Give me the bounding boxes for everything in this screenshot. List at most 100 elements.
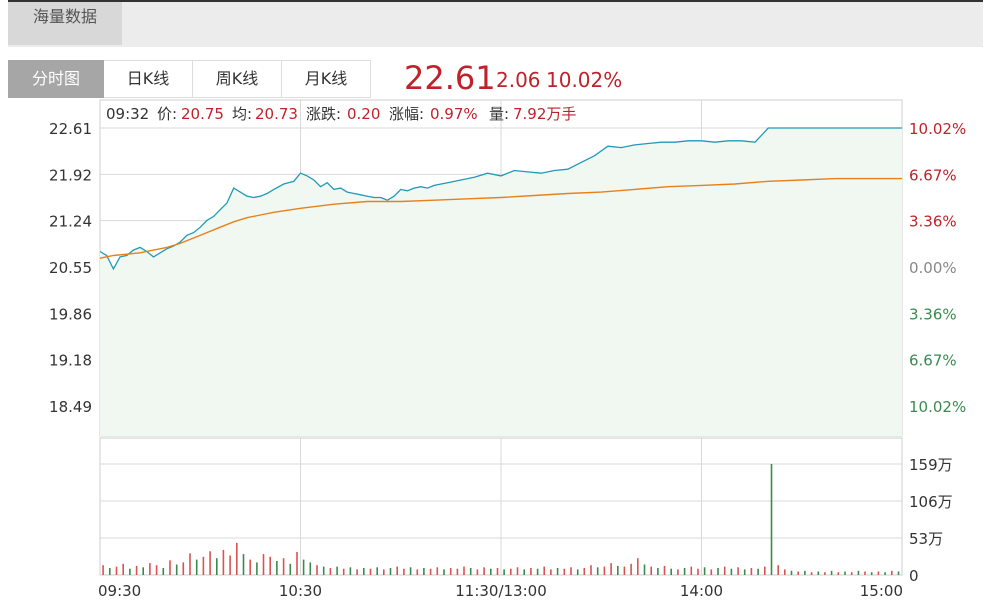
price-change: 2.06	[496, 68, 541, 92]
volume-bar	[750, 568, 753, 575]
tab-massive-data[interactable]: 海量数据	[8, 2, 122, 45]
volume-bar	[249, 559, 251, 575]
info-avg-value: 20.73	[255, 105, 298, 123]
volume-bar	[583, 568, 586, 575]
y-tick-label-left: 21.92	[49, 166, 92, 184]
volume-bar	[282, 558, 285, 575]
volume-bar	[757, 568, 759, 575]
volume-bar	[804, 570, 806, 575]
volume-bar	[262, 554, 265, 575]
volume-bar	[496, 568, 499, 575]
volume-bar	[182, 562, 185, 575]
volume-bar	[115, 566, 118, 575]
volume-bar	[449, 568, 452, 575]
volume-tick-label: 159万	[909, 456, 953, 474]
volume-bar	[409, 567, 412, 575]
volume-bar	[396, 566, 398, 575]
y-tick-label-right: 3.36%	[909, 305, 957, 323]
tab-daily-k[interactable]: 日K线	[104, 60, 193, 98]
info-change-value: 0.20	[347, 105, 380, 123]
volume-bar	[810, 572, 813, 575]
volume-bar	[637, 558, 639, 575]
volume-bar	[469, 568, 472, 575]
volume-bar	[870, 572, 873, 575]
volume-bar	[530, 568, 532, 575]
volume-bar	[576, 569, 579, 575]
y-tick-label-right: 6.67%	[909, 352, 957, 370]
y-tick-label-right: 10.02%	[909, 120, 966, 138]
volume-bar	[690, 566, 693, 575]
volume-bar	[610, 563, 612, 575]
volume-bar	[142, 567, 144, 575]
volume-bar	[697, 568, 699, 575]
last-price: 22.61	[404, 59, 496, 97]
chart-tabs: 分时图 日K线 周K线 月K线	[8, 60, 371, 98]
volume-bar	[536, 568, 539, 575]
volume-bar	[155, 565, 158, 575]
volume-bar	[891, 570, 893, 575]
volume-bar	[429, 568, 432, 575]
info-vol-label: 量:	[489, 105, 509, 123]
y-tick-label-left: 20.55	[49, 259, 92, 277]
volume-bar	[844, 571, 846, 575]
volume-bar	[122, 563, 124, 575]
y-tick-label-right: 0.00%	[909, 259, 957, 277]
volume-bar	[383, 569, 385, 575]
volume-bar	[777, 565, 779, 575]
volume-bar	[677, 569, 679, 575]
volume-bar	[850, 572, 853, 575]
y-tick-label-left: 18.49	[49, 398, 92, 416]
volume-bar	[296, 552, 298, 575]
volume-bar	[189, 553, 191, 575]
volume-bar	[603, 566, 606, 575]
volume-bar	[169, 560, 171, 575]
volume-bar	[102, 565, 104, 575]
volume-bar	[550, 569, 552, 575]
info-amp-value: 0.97%	[430, 105, 478, 123]
volume-bar	[456, 568, 459, 575]
volume-bar	[309, 562, 312, 575]
volume-bar	[523, 569, 525, 575]
volume-bar	[683, 568, 686, 575]
volume-bar	[302, 559, 305, 575]
volume-bar	[510, 568, 512, 575]
volume-bar	[824, 572, 826, 575]
volume-bar	[663, 565, 666, 575]
volume-bar	[877, 571, 880, 575]
y-tick-label-left: 22.61	[49, 120, 92, 138]
volume-bar	[596, 567, 599, 575]
volume-bar	[242, 554, 245, 575]
volume-bar	[289, 563, 292, 575]
volume-bar	[403, 568, 405, 575]
tab-monthly-k[interactable]: 月K线	[282, 60, 371, 98]
volume-bar	[630, 563, 632, 575]
volume-bar	[837, 572, 840, 575]
volume-bar	[784, 569, 786, 575]
volume-bar	[723, 566, 726, 575]
volume-bar	[570, 567, 572, 575]
volume-bar	[376, 567, 378, 575]
volume-bar	[623, 566, 626, 575]
price-change-percent: 10.02%	[546, 68, 623, 92]
volume-bar	[202, 556, 205, 575]
volume-bar	[369, 568, 372, 575]
volume-bar	[463, 566, 465, 575]
price-line	[99, 127, 902, 271]
volume-bar	[657, 568, 659, 575]
volume-bar	[503, 569, 505, 575]
volume-bar	[256, 562, 258, 575]
volume-tick-label: 0	[909, 567, 919, 585]
tab-intraday[interactable]: 分时图	[8, 60, 104, 98]
volume-bar	[710, 569, 713, 575]
volume-bar	[650, 566, 652, 575]
volume-bar	[222, 549, 225, 575]
volume-bar	[490, 568, 492, 575]
volume-bar	[516, 567, 519, 575]
x-tick-label: 10:30	[279, 582, 322, 600]
volume-bar	[436, 567, 439, 575]
info-amp-label: 涨幅:	[389, 105, 424, 123]
volume-bar	[316, 565, 318, 575]
tab-weekly-k[interactable]: 周K线	[193, 60, 282, 98]
y-tick-label-left: 19.86	[49, 305, 92, 323]
volume-bar	[737, 567, 739, 575]
